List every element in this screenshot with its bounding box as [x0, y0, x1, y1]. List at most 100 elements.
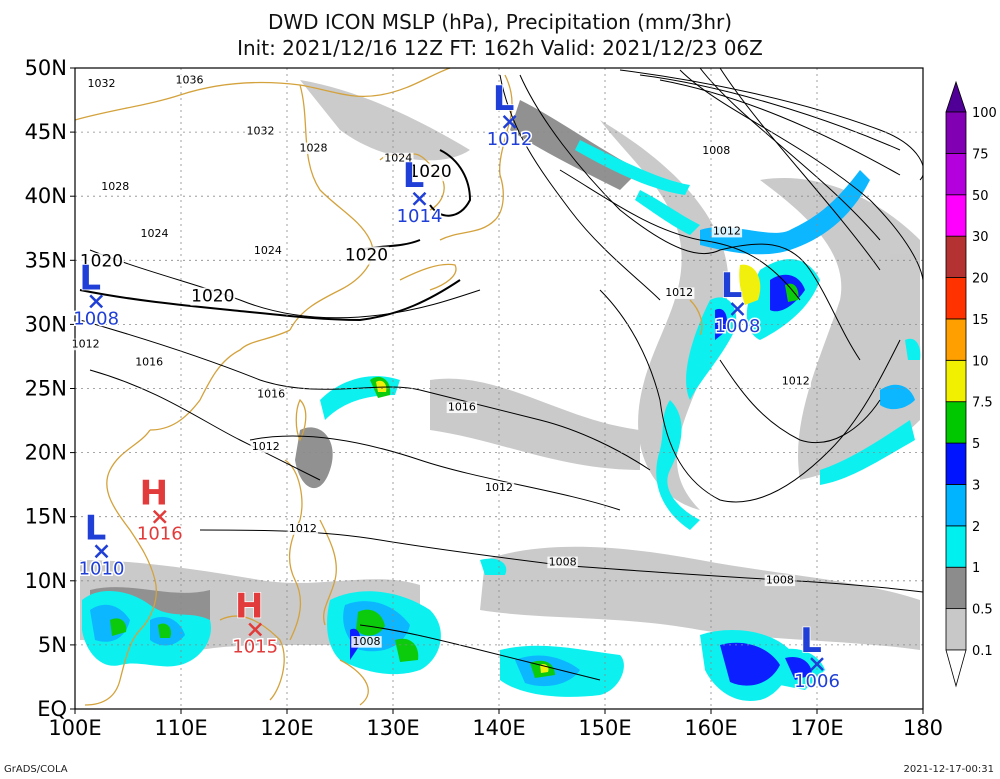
- isobar-label-bg: [711, 225, 743, 238]
- colorbar-label: 10: [972, 354, 989, 369]
- colorbar-swatch: [945, 566, 967, 610]
- isobar-label-bg: [407, 163, 453, 182]
- lon-tick-label: 110E: [154, 716, 207, 740]
- lon-tick-label: 180: [903, 716, 943, 740]
- isobar-label: 1008: [549, 555, 577, 568]
- center-marker-x: [730, 302, 745, 316]
- center-marker-x: [152, 509, 167, 524]
- lat-lon-grid: [75, 68, 923, 709]
- isobar-label-bg: [79, 253, 124, 271]
- pressure-centers: L 1012 L 1014 L 1008 L 1008 H 1016 L 1010 H 1015 L 1006: [72, 78, 842, 694]
- isobar-label-bg: [252, 245, 284, 257]
- isobar-label: 1008: [702, 144, 730, 157]
- isobar-label: 1028: [101, 180, 129, 193]
- isobar-labels: 1032 103610321028102410281024102410201020…: [70, 73, 811, 648]
- colorbar-swatch: [945, 152, 967, 196]
- colorbar-swatch: [945, 194, 967, 237]
- colorbar-swatch: [945, 484, 967, 527]
- isobar-label: 1020: [80, 252, 123, 272]
- low-pressure-center: L 1014: [395, 155, 444, 228]
- isobar-label: 1012: [713, 225, 741, 238]
- lat-tick-label: 5N: [38, 633, 67, 657]
- lon-tick-label: 150E: [578, 716, 631, 740]
- center-pressure-value: 1006: [794, 671, 840, 692]
- center-pressure-value: 1012: [487, 129, 533, 150]
- colorbar-label: 30: [972, 230, 989, 245]
- high-pressure-center: H 1016: [135, 473, 184, 546]
- center-marker-x: [810, 657, 824, 672]
- colorbar-cap-top: [945, 80, 967, 113]
- colorbar-label: 1: [972, 561, 980, 576]
- isobar-label: 1008: [766, 573, 794, 586]
- colorbar-label: 2: [972, 520, 980, 535]
- center-letter: L: [800, 621, 822, 661]
- center-letter: L: [79, 258, 101, 298]
- center-letter: L: [85, 508, 107, 548]
- lat-tick-label: 35N: [25, 248, 67, 272]
- colorbar-swatch: [945, 525, 967, 568]
- isobar-label: 1012: [485, 481, 513, 494]
- lon-tick-label: 160E: [684, 716, 737, 740]
- center-letter: L: [403, 156, 425, 196]
- colorbar-cap-bottom: [945, 649, 967, 688]
- lon-tick-label: 130E: [366, 716, 419, 740]
- isobar-label-bg: [139, 228, 170, 240]
- isobar-label: 1016: [257, 387, 285, 400]
- high-pressure-center: H 1015: [231, 586, 280, 659]
- isobar-label-bg: [245, 125, 276, 138]
- footer-timestamp: 2021-12-17-00:31: [903, 764, 994, 775]
- center-pressure-value: 1014: [397, 206, 443, 227]
- isobar-label-bg: [351, 636, 382, 648]
- lat-tick-label: 30N: [25, 312, 67, 336]
- isobar-label: 1012: [72, 337, 100, 350]
- isobar-label-bg: [86, 78, 117, 90]
- colorbar-swatch: [945, 111, 967, 154]
- low-pressure-center: L 1008: [72, 258, 121, 331]
- isobar-label: 1036: [175, 73, 203, 86]
- isobar-label: 1024: [254, 244, 282, 257]
- isobar-label: 1024: [141, 227, 169, 240]
- isobar-label: 1020: [191, 286, 234, 306]
- lat-tick-label: 10N: [25, 569, 67, 593]
- colorbar-label: 75: [972, 147, 989, 162]
- center-letter: L: [721, 266, 743, 306]
- colorbar-swatch: [945, 318, 967, 361]
- colorbar-label: 0.1: [972, 644, 993, 659]
- colorbar-label: 3: [972, 478, 980, 493]
- colorbar-label: 0.5: [972, 603, 993, 618]
- isobar-label: 1024: [384, 152, 412, 165]
- isobar-label-bg: [701, 145, 732, 157]
- footer-credit: GrADS/COLA: [4, 764, 68, 775]
- isobar-label-bg: [250, 441, 281, 453]
- colorbar-label: 50: [972, 189, 989, 204]
- lon-tick-label: 140E: [472, 716, 525, 740]
- axis-tick-labels: 100E 110E 120E 130E 140E 150E 160E 170E 180 EQ 5N 1…: [25, 56, 943, 740]
- lon-tick-label: 120E: [260, 716, 313, 740]
- isobar-label-bg: [134, 356, 165, 369]
- precip-colorbar: 0.1 0.5 1 2 3 5 7.5 10 15 20 30 50 75 100: [945, 80, 997, 688]
- colorbar-label: 5: [972, 437, 980, 452]
- isobar-label: 1016: [135, 355, 163, 368]
- isobar-label-bg: [255, 388, 287, 401]
- isobar-label-bg: [190, 287, 236, 306]
- isobar-label: 1008: [353, 635, 381, 648]
- colorbar-swatch: [945, 608, 967, 651]
- lat-tick-label: 50N: [25, 56, 67, 80]
- center-letter: L: [493, 79, 515, 119]
- isobar-label: 1020: [408, 162, 451, 182]
- center-pressure-value: 1016: [137, 524, 183, 545]
- lat-tick-label: 20N: [25, 441, 67, 465]
- isobar-label: 1016: [448, 400, 476, 413]
- lon-tick-label: 170E: [790, 716, 843, 740]
- colorbar-swatch: [945, 442, 967, 485]
- isobar-label: 1012: [665, 286, 693, 299]
- map-subtitle: Init: 2021/12/16 12Z FT: 162h Valid: 202…: [237, 36, 763, 60]
- colorbar-swatch: [945, 401, 967, 444]
- center-marker-x: [412, 191, 427, 206]
- center-pressure-value: 1015: [232, 637, 278, 658]
- low-pressure-center: L 1012: [485, 78, 534, 151]
- isobar-label-bg: [174, 74, 205, 87]
- colorbar-label: 20: [972, 272, 989, 287]
- isobar-label: 1032: [247, 125, 275, 138]
